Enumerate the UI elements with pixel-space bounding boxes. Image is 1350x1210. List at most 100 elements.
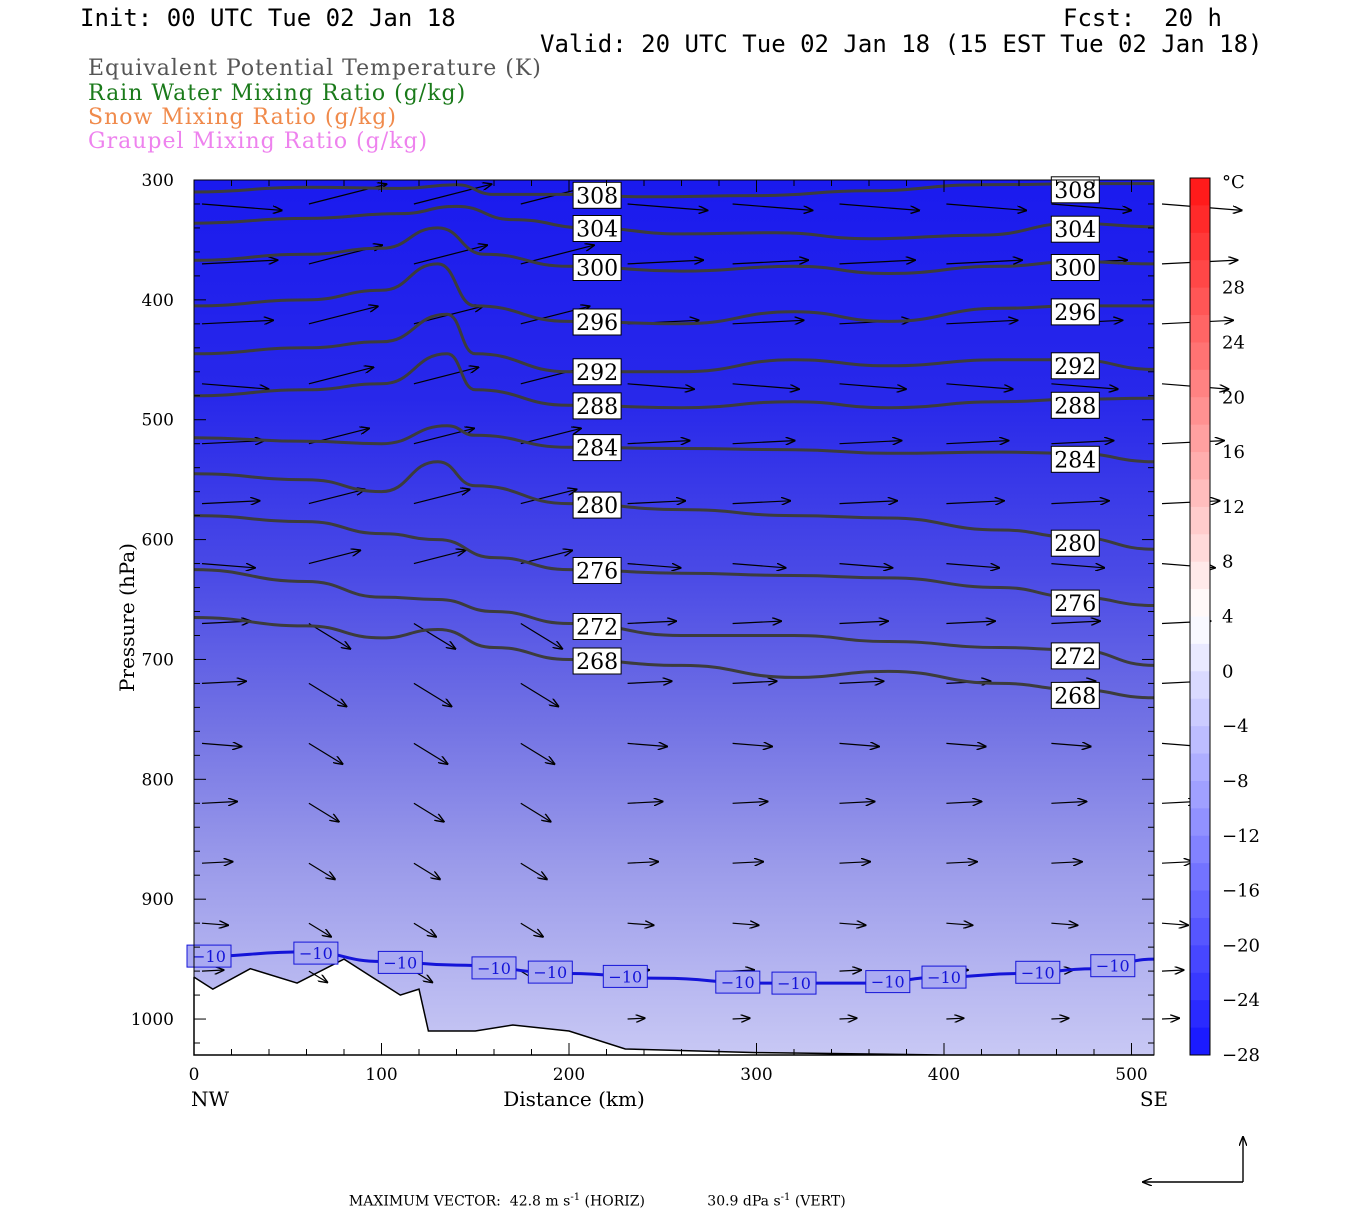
horiz-tag: (HORIZ) [584, 1193, 645, 1210]
wind-vector [308, 682, 347, 706]
colorbar-swatch [1190, 506, 1210, 535]
theta-e-label-box [1050, 681, 1100, 709]
wind-vector [839, 862, 871, 864]
theta-e-label-box [1050, 215, 1100, 243]
wind-vector [1051, 802, 1086, 804]
wind-vector [413, 622, 455, 649]
wind-vector [201, 681, 246, 683]
colorbar-label: −4 [1222, 716, 1249, 737]
theta-e-label: 296 [576, 311, 618, 336]
x-tick-label: 100 [365, 1065, 397, 1085]
isotherm-label-box [1090, 954, 1136, 978]
colorbar-label: 24 [1222, 332, 1245, 353]
legend-graupel: Graupel Mixing Ratio (g/kg) [88, 129, 429, 154]
wind-vector [839, 621, 888, 623]
wind-vector [308, 742, 343, 764]
wind-vector [946, 621, 994, 623]
theta-e-contour [193, 352, 1155, 410]
theta-e-label: 268 [1054, 684, 1096, 709]
wind-vector [201, 970, 224, 971]
wind-vector [627, 501, 686, 504]
wind-vector [201, 260, 277, 264]
isotherm-label-box [921, 965, 967, 989]
init-time: Init: 00 UTC Tue 02 Jan 18 [80, 4, 456, 32]
wind-vector [413, 862, 440, 879]
isotherm-label-box [865, 970, 911, 994]
theta-e-label: 288 [1054, 394, 1096, 419]
theta-e-label-box [1050, 254, 1100, 281]
wind-vector [520, 622, 562, 649]
plot-frame [193, 179, 1155, 1056]
wind-vector [839, 563, 893, 568]
theta-e-label-box [1050, 445, 1100, 473]
wind-vector [732, 320, 804, 324]
theta-e-label: 292 [576, 361, 618, 386]
theta-e-label-box [1050, 529, 1100, 557]
wind-vector [308, 862, 335, 879]
wind-vector [308, 367, 373, 385]
wind-vector [732, 1018, 750, 1019]
wind-vector [732, 621, 782, 623]
isotherm-label-box [186, 944, 232, 968]
colorbar-swatch [1190, 232, 1210, 261]
y-tick-label: 500 [142, 411, 174, 431]
wind-vector [201, 320, 273, 324]
wind-vector [413, 682, 452, 706]
colorbar-label: 12 [1222, 497, 1245, 518]
theta-e-label-box [572, 254, 622, 281]
wind-vector [732, 862, 764, 864]
theta-e-contours: 308 308 304 304 300 300 296 296 292 292 288 288 284 2… [193, 176, 1155, 709]
theta-e-contour [193, 460, 1155, 551]
colorbar-swatch [1190, 534, 1210, 563]
theta-e-label-box [572, 647, 622, 675]
wind-vector [413, 489, 470, 505]
x-axis-label: Distance (km) [503, 1087, 645, 1111]
colorbar-swatch [1190, 1027, 1210, 1056]
wind-vector [946, 501, 1003, 504]
theta-e-label-box [572, 215, 622, 242]
wind-vector [732, 260, 808, 264]
wind-vector [839, 1018, 857, 1019]
wind-vector [946, 260, 1021, 264]
colorbar-swatch [1190, 1000, 1210, 1029]
wind-vector [520, 862, 547, 879]
colorbar-swatch [1190, 726, 1210, 755]
theta-e-label: 300 [1054, 257, 1096, 282]
isotherm-minus10: −10 −10 −10 −10 −10 −10 −10 −10 −10 −10 −10 −10 [186, 941, 1155, 995]
theta-e-contour [193, 204, 1155, 241]
wind-vector [839, 501, 897, 504]
wind-vector [308, 622, 350, 649]
colorbar-swatch [1190, 616, 1210, 645]
wind-vector [627, 621, 677, 623]
wind-vector [1051, 563, 1104, 568]
wind-vector [946, 320, 1017, 324]
wind-vector [201, 802, 237, 804]
colorbar-swatch [1190, 287, 1210, 316]
colorbar-label: 0 [1222, 661, 1233, 682]
colorbar-swatch [1190, 315, 1210, 343]
theta-e-contour [193, 424, 1155, 464]
wind-vector [627, 802, 663, 804]
wind-vector [627, 383, 694, 389]
vert-exp: -1 [780, 1192, 791, 1203]
colorbar-label: −20 [1222, 935, 1260, 956]
colorbar-swatch [1190, 452, 1210, 480]
wind-vector [627, 743, 667, 746]
colorbar-swatch [1190, 945, 1210, 974]
wind-vector [413, 184, 492, 205]
colorbar-swatch [1190, 424, 1210, 453]
max-vector-line: MAXIMUM VECTOR: 42.8 m s-1 (HORIZ) 30.9 … [340, 1176, 846, 1210]
theta-e-contour [193, 226, 1155, 276]
legend-rain-water: Rain Water Mixing Ratio (g/kg) [88, 81, 467, 106]
legend-theta-e: Equivalent Potential Temperature (K) [88, 56, 542, 81]
isotherm-label-box [715, 970, 761, 994]
y-tick-label: 700 [142, 650, 174, 670]
wind-vector [627, 681, 672, 683]
isotherm-label-box [377, 950, 423, 974]
wind-vector [732, 383, 799, 389]
isotherm-label: −10 [721, 973, 755, 992]
wind-vector [520, 802, 551, 821]
vert-value: 30.9 [707, 1193, 739, 1210]
wind-vector [413, 742, 448, 764]
